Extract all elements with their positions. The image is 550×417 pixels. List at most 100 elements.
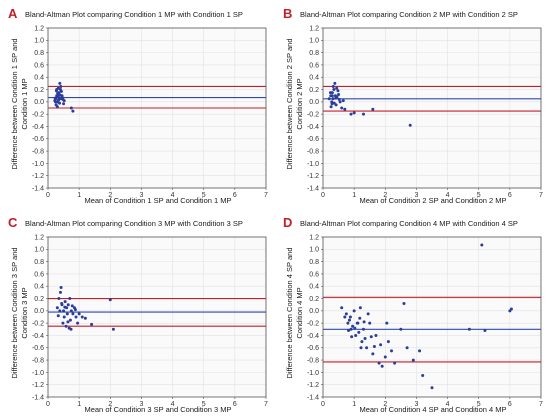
data-point xyxy=(353,326,357,330)
x-tick-label: 1 xyxy=(77,401,81,408)
y-tick-label: -0.8 xyxy=(307,148,319,155)
y-axis-label-b-line2: Condition 2 MP xyxy=(295,78,304,129)
x-tick-label: 5 xyxy=(477,401,481,408)
y-tick-label: 0.0 xyxy=(309,308,319,315)
y-tick-label: -0.8 xyxy=(32,148,44,155)
data-point xyxy=(68,318,72,322)
data-point xyxy=(467,327,471,331)
y-tick-label: -1.0 xyxy=(307,370,319,377)
x-tick-label: 0 xyxy=(321,192,325,199)
y-tick-label: -0.8 xyxy=(32,357,44,364)
data-point xyxy=(62,315,66,319)
data-point xyxy=(340,306,344,310)
panel-title-d: Bland-Altman Plot comparing Condition 4 … xyxy=(300,219,518,228)
plot-frame xyxy=(47,236,267,398)
data-point xyxy=(483,329,487,333)
panel-letter-d: D xyxy=(283,215,292,230)
data-point xyxy=(64,324,68,328)
panel-a: A Bland-Altman Plot comparing Condition … xyxy=(8,6,268,205)
y-tick-label: -0.6 xyxy=(307,136,319,143)
plot-frame xyxy=(322,236,542,398)
data-point xyxy=(70,304,74,308)
data-point xyxy=(380,364,384,368)
data-point xyxy=(349,112,353,116)
data-point xyxy=(90,322,94,326)
y-tick-label: 0.6 xyxy=(34,271,44,278)
x-tick-label: 1 xyxy=(352,192,356,199)
data-point xyxy=(58,101,62,105)
data-point xyxy=(343,107,347,111)
data-point xyxy=(369,335,373,339)
y-tick-label: 1.2 xyxy=(34,234,44,241)
data-point xyxy=(360,340,364,344)
data-point xyxy=(330,102,334,106)
data-point xyxy=(359,346,363,350)
data-point xyxy=(55,306,59,310)
y-tick-label: 0.0 xyxy=(309,99,319,106)
data-point xyxy=(480,243,484,247)
y-tick-label: -1.0 xyxy=(32,161,44,168)
x-tick-label: 1 xyxy=(77,192,81,199)
x-tick-label: 2 xyxy=(108,192,112,199)
data-point xyxy=(418,349,422,353)
data-point xyxy=(58,290,62,294)
y-tick-label: 1.2 xyxy=(309,25,319,32)
panel-b: B Bland-Altman Plot comparing Condition … xyxy=(283,6,543,205)
data-point xyxy=(354,333,358,337)
y-tick-label: 0.4 xyxy=(309,284,319,291)
data-point xyxy=(361,327,365,331)
data-point xyxy=(385,321,389,325)
data-point xyxy=(56,91,60,95)
y-tick-label: -1.0 xyxy=(32,370,44,377)
data-point xyxy=(362,320,366,324)
data-point xyxy=(361,112,365,116)
data-point xyxy=(379,343,383,347)
x-tick-label: 4 xyxy=(171,401,175,408)
data-point xyxy=(374,333,378,337)
y-tick-label: -0.6 xyxy=(307,345,319,352)
y-tick-label: -1.4 xyxy=(32,185,44,192)
y-tick-label: -0.4 xyxy=(32,333,44,340)
data-point xyxy=(344,312,348,316)
data-point xyxy=(386,340,390,344)
y-tick-label: -0.2 xyxy=(307,112,319,119)
data-point xyxy=(55,88,59,92)
y-tick-label: -0.4 xyxy=(307,333,319,340)
panel-letter-a: A xyxy=(8,6,18,21)
data-point xyxy=(356,321,360,325)
data-point xyxy=(56,314,60,318)
x-tick-label: 0 xyxy=(46,401,50,408)
plot-area xyxy=(323,237,541,397)
data-point xyxy=(357,330,361,334)
data-point xyxy=(421,373,425,377)
y-tick-label: -0.8 xyxy=(307,357,319,364)
data-point xyxy=(73,308,77,312)
y-tick-label: 0.4 xyxy=(309,75,319,82)
data-point xyxy=(358,306,362,310)
data-point xyxy=(411,358,415,362)
plot-area xyxy=(48,237,266,397)
plot-frame xyxy=(322,27,542,189)
data-point xyxy=(66,320,70,324)
data-point xyxy=(62,309,66,313)
x-tick-label: 5 xyxy=(477,192,481,199)
y-axis-label-d-line2: Condition 4 MP xyxy=(295,287,304,338)
panel-title-a: Bland-Altman Plot comparing Condition 1 … xyxy=(25,10,243,19)
data-point xyxy=(331,97,335,101)
y-axis-label-b-line1: Difference between Condition 2 SP and xyxy=(285,38,294,169)
y-tick-label: -1.4 xyxy=(307,185,319,192)
data-point xyxy=(390,349,394,353)
data-point xyxy=(63,300,67,304)
data-point xyxy=(336,89,340,93)
x-tick-label: 7 xyxy=(539,192,543,199)
data-point xyxy=(62,102,66,106)
y-tick-label: 0.6 xyxy=(309,62,319,69)
data-point xyxy=(76,321,80,325)
y-tick-label: 0.2 xyxy=(34,87,44,94)
y-tick-label: 0.4 xyxy=(34,284,44,291)
data-point xyxy=(59,285,63,289)
x-tick-label: 4 xyxy=(171,192,175,199)
data-point xyxy=(53,96,57,100)
y-tick-label: 1.2 xyxy=(34,25,44,32)
